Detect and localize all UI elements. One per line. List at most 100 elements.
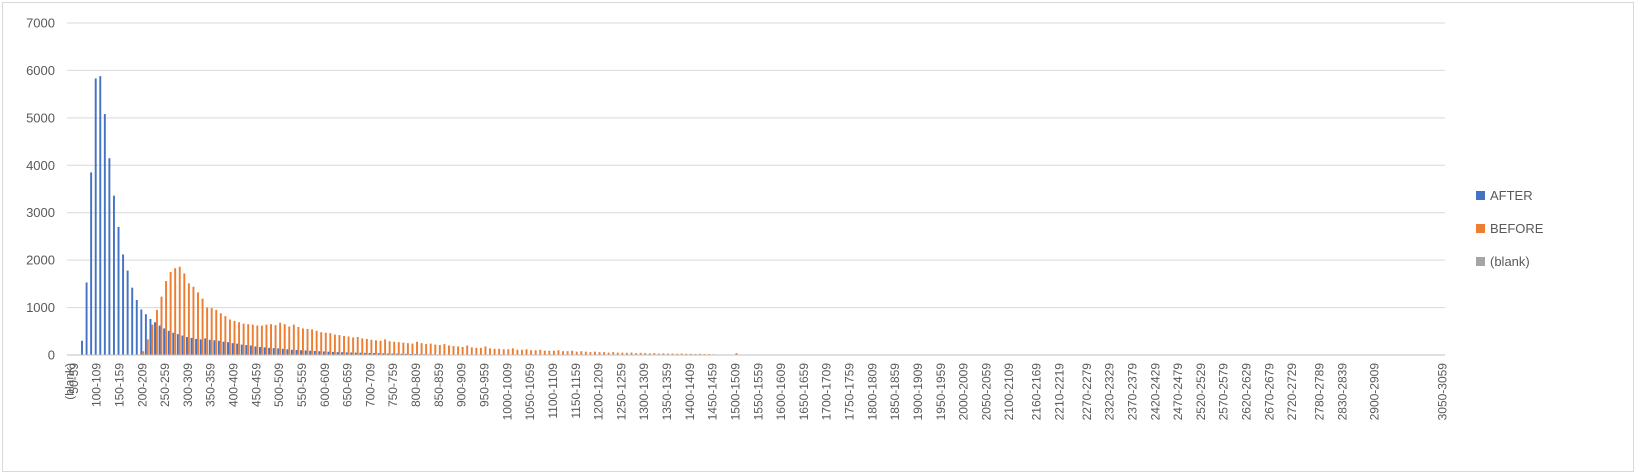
x-tick-label: 2000-2009 bbox=[957, 363, 971, 421]
bar-before-890-899 bbox=[457, 346, 460, 355]
bar-before-280-289 bbox=[178, 266, 181, 355]
x-tick-label: 2780-2789 bbox=[1313, 363, 1327, 421]
bar-after-550-559 bbox=[300, 350, 302, 355]
x-tick-label: 2620-2629 bbox=[1240, 363, 1254, 421]
bar-after-310-319 bbox=[190, 337, 193, 355]
y-tick-label: 5000 bbox=[26, 110, 55, 125]
bar-after-720-729 bbox=[377, 353, 380, 355]
bar-before-1120-1129 bbox=[562, 351, 564, 355]
bar-after-650-659 bbox=[345, 352, 348, 355]
bar-before-990-999 bbox=[502, 349, 505, 355]
bar-after-330-339 bbox=[199, 339, 202, 355]
bar-before-960-969 bbox=[489, 348, 491, 355]
bar-after-260-269 bbox=[167, 330, 170, 355]
bar-before-1360-1369 bbox=[671, 353, 674, 355]
bar-before-820-829 bbox=[425, 344, 428, 355]
bar-before-1050-1059 bbox=[530, 350, 533, 355]
bar-after-510-519 bbox=[281, 348, 284, 355]
bar-before-730-739 bbox=[384, 339, 387, 355]
bar-after-200-209 bbox=[140, 309, 143, 355]
x-tick-label: 2470-2479 bbox=[1171, 363, 1185, 421]
bar-after-560-569 bbox=[304, 350, 307, 355]
bar-before-480-489 bbox=[270, 324, 272, 355]
bar-after-230-239 bbox=[154, 322, 156, 355]
bar-before-1300-1309 bbox=[644, 353, 647, 355]
bar-before-540-549 bbox=[297, 327, 300, 355]
bar-before-410-419 bbox=[238, 322, 241, 355]
bar-after-100-109 bbox=[94, 78, 97, 356]
bar-before-720-729 bbox=[379, 340, 382, 355]
x-tick-label: 800-809 bbox=[409, 363, 423, 407]
x-tick-label: (blank) bbox=[62, 363, 76, 400]
legend-swatch bbox=[1476, 257, 1485, 266]
bar-before-650-659 bbox=[347, 336, 350, 355]
bar-before-710-719 bbox=[375, 340, 377, 355]
bar-before-1210-1219 bbox=[603, 352, 606, 355]
bar-before-970-979 bbox=[493, 348, 496, 355]
bar-before-660-669 bbox=[352, 337, 355, 355]
gridlines bbox=[67, 22, 1445, 309]
x-tick-label: 2100-2109 bbox=[1002, 363, 1016, 421]
x-tick-label: 750-759 bbox=[386, 363, 400, 407]
x-tick-label: 1100-1109 bbox=[546, 363, 560, 419]
x-tick-label: 100-109 bbox=[90, 363, 104, 407]
bar-before-1170-1179 bbox=[584, 351, 587, 355]
x-tick-label: 1950-1959 bbox=[934, 363, 948, 421]
bar-after-250-259 bbox=[163, 328, 166, 355]
x-tick-label: 1200-1209 bbox=[592, 363, 606, 421]
x-tick-label: 1900-1909 bbox=[911, 363, 925, 421]
x-tick-label: 1350-1359 bbox=[660, 363, 674, 421]
x-tick-label: 2050-2059 bbox=[979, 363, 993, 421]
x-tick-label: 350-359 bbox=[204, 363, 218, 407]
bar-before-630-639 bbox=[338, 335, 341, 355]
bar-before-1030-1039 bbox=[521, 349, 523, 355]
bar-before-1500-1509 bbox=[735, 353, 738, 355]
bar-after-280-289 bbox=[176, 334, 179, 355]
bar-before-590-599 bbox=[320, 332, 323, 355]
x-tick-label: 1750-1759 bbox=[843, 363, 857, 421]
bar-after-180-189 bbox=[131, 287, 134, 355]
x-tick-label: 850-859 bbox=[432, 363, 446, 407]
x-tick-label: 150-159 bbox=[112, 363, 126, 407]
bar-before-800-809 bbox=[416, 341, 418, 355]
x-tick-label: 200-209 bbox=[135, 363, 149, 407]
bar-before-850-859 bbox=[438, 345, 441, 355]
bar-before-1020-1029 bbox=[516, 349, 519, 355]
x-tick-label: 1150-1159 bbox=[569, 363, 583, 419]
bar-before-390-399 bbox=[228, 319, 231, 355]
bar-after-170-179 bbox=[126, 270, 129, 355]
bar-after-240-249 bbox=[158, 325, 161, 355]
bar-before-1390-1399 bbox=[685, 353, 688, 355]
bar-before-1100-1109 bbox=[552, 350, 555, 355]
bar-after-490-499 bbox=[272, 348, 275, 355]
bar-after-630-639 bbox=[336, 352, 339, 355]
x-tick-label: 2320-2329 bbox=[1103, 363, 1117, 421]
bar-before-780-789 bbox=[406, 343, 409, 355]
legend-swatch bbox=[1476, 191, 1485, 200]
bar-after-320-329 bbox=[195, 338, 198, 355]
bar-before-1190-1199 bbox=[594, 351, 596, 355]
bar-before-680-689 bbox=[361, 338, 364, 355]
bar-after-430-439 bbox=[245, 345, 248, 355]
bar-before-1230-1239 bbox=[612, 352, 615, 355]
bar-before-770-779 bbox=[402, 342, 405, 355]
bar-before-1400-1409 bbox=[689, 353, 692, 355]
bar-after-440-449 bbox=[249, 345, 252, 355]
bar-before-240-249 bbox=[160, 296, 163, 355]
bar-after-570-579 bbox=[309, 350, 312, 355]
bar-before-330-339 bbox=[201, 298, 204, 355]
x-tick-label: 2570-2579 bbox=[1217, 363, 1231, 421]
bar-before-1220-1229 bbox=[607, 352, 610, 355]
bar-before-430-439 bbox=[247, 324, 250, 355]
bar-after-340-349 bbox=[204, 338, 207, 355]
bar-before-620-629 bbox=[333, 334, 336, 355]
bar-after-460-469 bbox=[259, 346, 261, 355]
bar-before-1080-1089 bbox=[543, 350, 546, 355]
x-tick-label: 450-459 bbox=[249, 363, 263, 407]
bar-before-840-849 bbox=[434, 344, 437, 355]
bar-before-310-319 bbox=[192, 286, 195, 355]
bar-before-760-769 bbox=[397, 342, 400, 355]
bar-before-380-389 bbox=[224, 316, 227, 355]
x-tick-label: 2900-2909 bbox=[1367, 363, 1381, 421]
x-tick-label: 250-259 bbox=[158, 363, 172, 407]
